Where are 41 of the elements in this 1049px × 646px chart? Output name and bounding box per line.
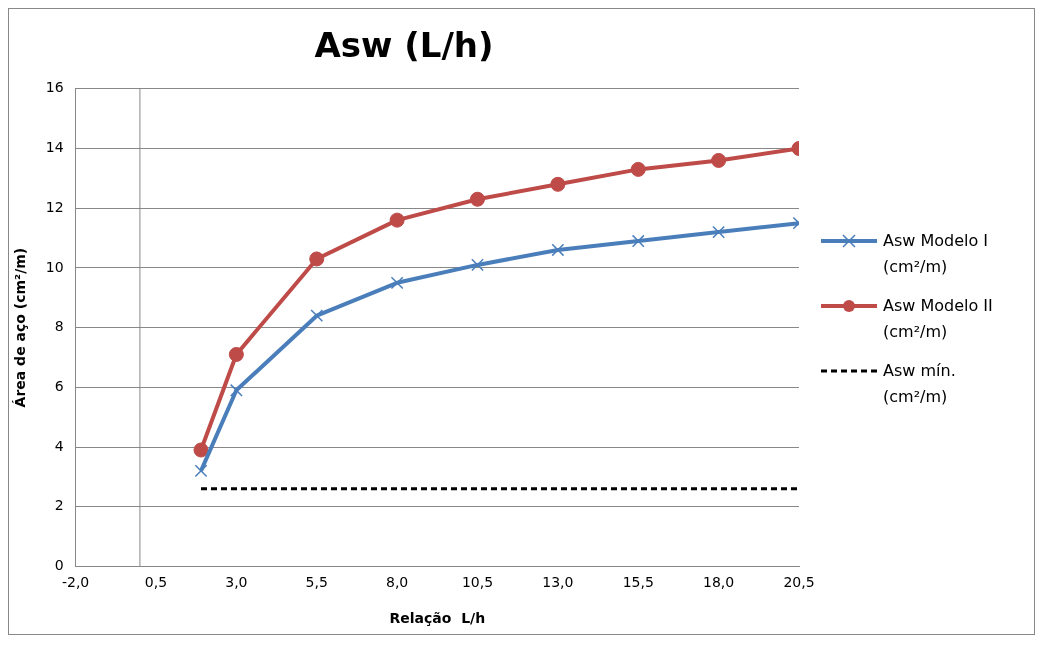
y-tick-label: 12 — [45, 198, 64, 215]
x-tick-label: 13,0 — [542, 573, 574, 590]
point — [712, 225, 726, 238]
point — [194, 463, 208, 477]
point — [711, 152, 727, 168]
x-tick-label: 3,0 — [225, 573, 248, 590]
point — [630, 161, 646, 177]
x-tick-label: -2,0 — [61, 573, 90, 590]
point — [309, 250, 325, 266]
point — [229, 383, 243, 397]
y-tick-label: 16 — [45, 78, 64, 95]
point — [631, 234, 645, 247]
y-tick-label: 0 — [54, 556, 64, 573]
point — [390, 275, 404, 289]
y-tick-label: 2 — [54, 496, 64, 513]
point — [389, 212, 405, 228]
x-axis-title: Relação L/h — [389, 609, 486, 626]
point — [550, 176, 566, 192]
x-tick-label: 0,5 — [144, 573, 168, 590]
x-tick-label: 10,5 — [461, 573, 494, 590]
point — [471, 258, 484, 271]
legend-label: Asw Modelo I (cm²/m) — [883, 230, 990, 278]
y-tick-label: 10 — [45, 258, 64, 275]
x-tick-label: 20,5 — [783, 573, 815, 590]
y-tick-label: 14 — [45, 138, 64, 155]
y-tick-label: 8 — [54, 317, 64, 334]
point — [193, 441, 209, 457]
y-tick-label: 6 — [54, 377, 64, 394]
x-tick-label: 8,0 — [385, 573, 409, 590]
legend-label: Asw Modelo II (cm²/m) — [883, 295, 994, 343]
chart-title: Asw (L/h) — [314, 24, 494, 65]
point — [228, 346, 244, 362]
point — [470, 191, 485, 207]
x-tick-label: 18,0 — [703, 573, 735, 590]
x-tick-label: 15,5 — [622, 573, 654, 590]
point — [551, 243, 565, 256]
y-tick-label: 4 — [54, 437, 64, 454]
legend-label: Asw mín. (cm²/m) — [883, 360, 957, 408]
x-tick-label: 5,5 — [305, 573, 328, 590]
y-axis-title: Área de aço (cm²/m) — [12, 247, 29, 407]
point — [310, 308, 324, 322]
